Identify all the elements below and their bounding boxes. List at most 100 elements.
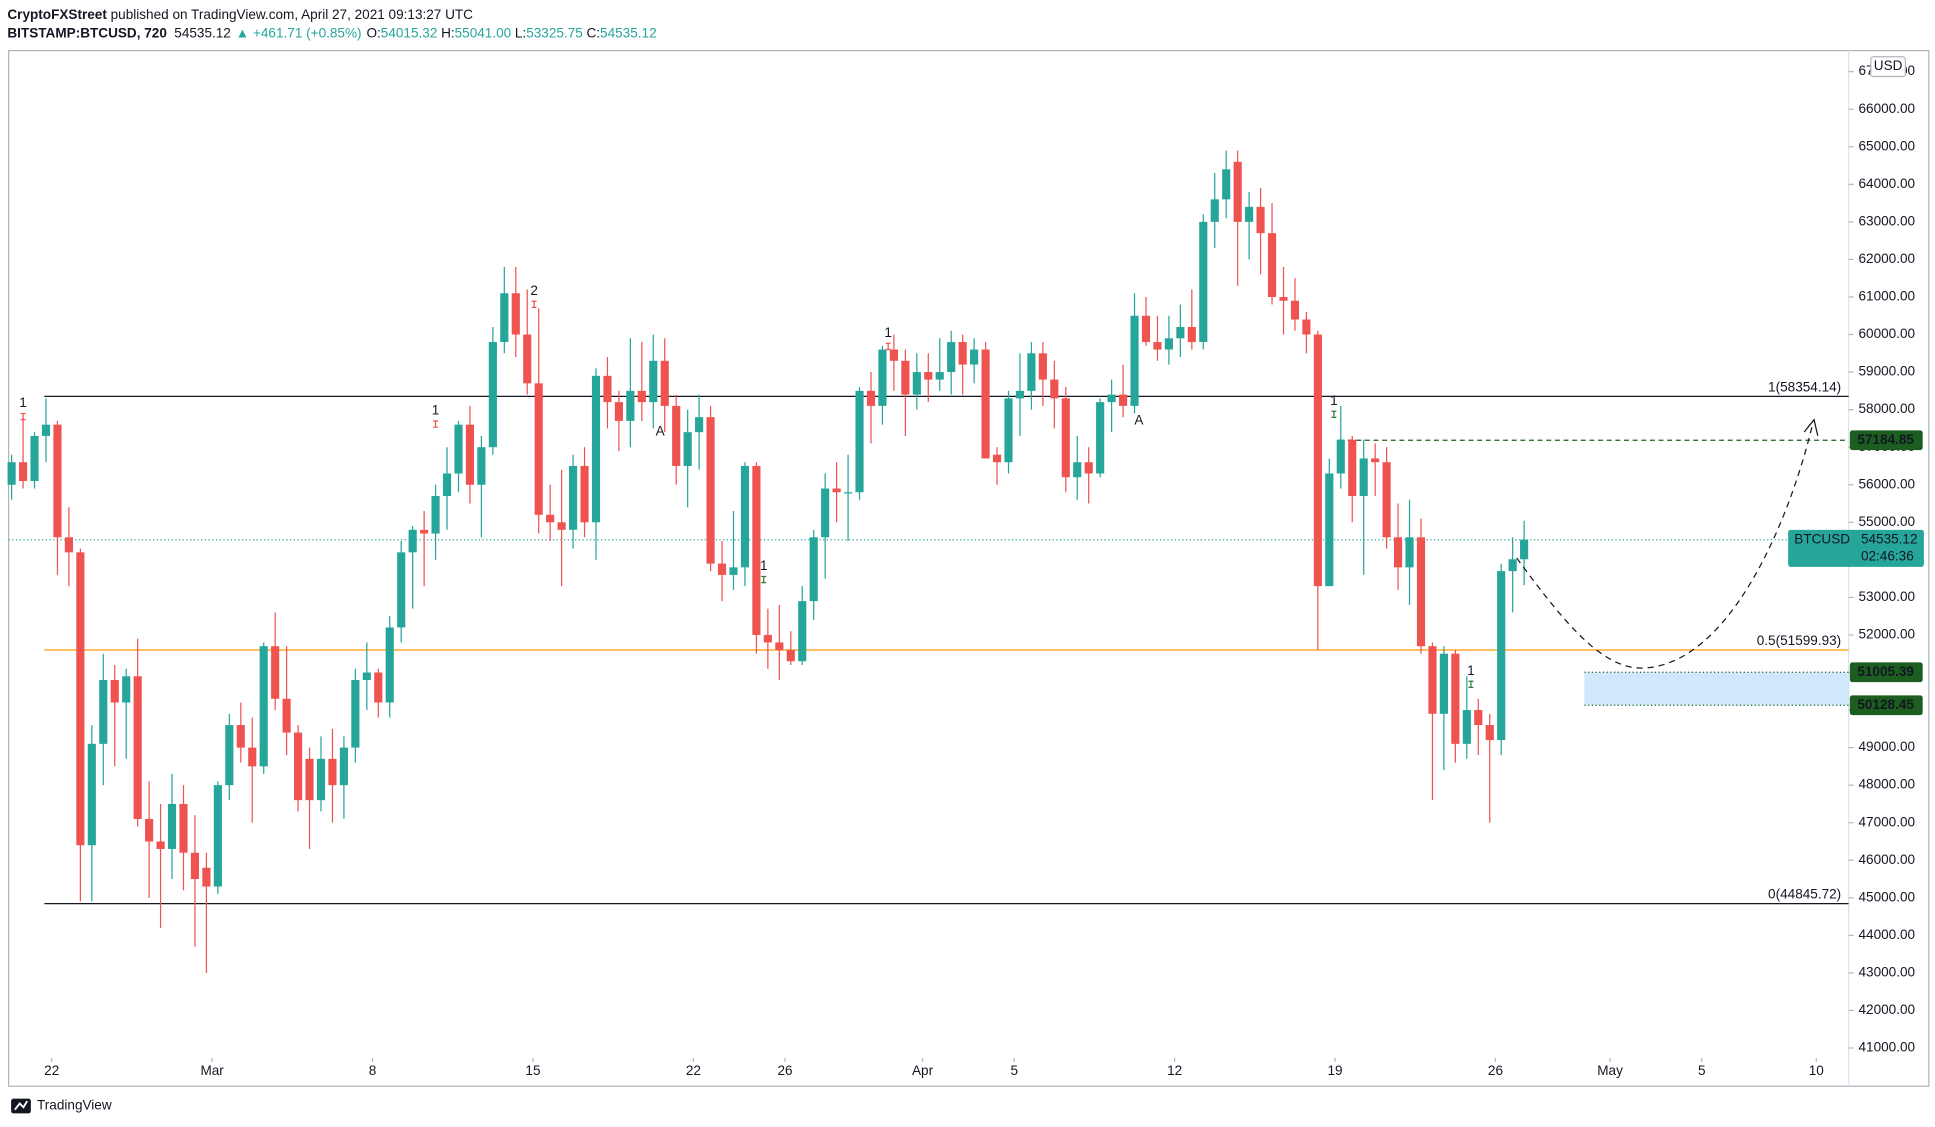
ohlc-value: 55041.00 — [455, 25, 512, 40]
candle-body — [282, 698, 291, 733]
y-tick-label: 59000.00 — [1858, 364, 1915, 379]
price-badge-label: 51005.39 — [1857, 664, 1914, 679]
candle-body — [1382, 462, 1391, 538]
candle-body — [1371, 458, 1380, 463]
candle-body — [603, 375, 612, 403]
candle-body — [179, 803, 188, 853]
candle-body — [19, 462, 28, 481]
plot-layer: 41000.00 42000.00 43000.00 44000.00 45000.00… — [7, 63, 1924, 1078]
candle-body — [1245, 206, 1254, 222]
candle-body — [328, 758, 337, 786]
annotation-marker — [1468, 680, 1474, 689]
candle-body — [614, 402, 623, 421]
candle-body — [821, 488, 830, 538]
price-badge-label: 50128.45 — [1857, 697, 1914, 712]
candle-body — [385, 627, 394, 703]
candle-body — [591, 375, 601, 523]
y-tick-label: 62000.00 — [1858, 251, 1915, 266]
change: ▲ +461.71 (+0.85%) — [236, 25, 362, 40]
candle-body — [637, 390, 646, 403]
author: CryptoFXStreet — [7, 6, 107, 21]
candle-body — [1050, 379, 1059, 399]
fib-label: 0.5(51599.93) — [1757, 633, 1841, 648]
x-tick-label: 5 — [1698, 1063, 1706, 1078]
candle-body — [912, 372, 921, 395]
ohlc-value: 54535.12 — [600, 25, 657, 40]
price-badge — [1849, 695, 1923, 716]
header-line-1: CryptoFXStreet published on TradingView.… — [7, 6, 473, 21]
y-tick-label: 55000.00 — [1858, 514, 1915, 529]
candle-body — [580, 465, 589, 523]
candle-body — [740, 465, 750, 568]
candle-body — [626, 390, 635, 421]
x-tick-label: 12 — [1167, 1063, 1182, 1078]
annotation-marker — [761, 575, 767, 584]
footer-text: TradingView — [37, 1098, 112, 1113]
candle-body — [1004, 398, 1013, 463]
x-tick-label: 22 — [686, 1063, 701, 1078]
y-tick-label: 60000.00 — [1858, 326, 1915, 341]
candle-body — [41, 424, 51, 436]
y-tick-label: 52000.00 — [1858, 627, 1915, 642]
y-tick-label: 42000.00 — [1858, 1002, 1915, 1017]
current-value: 54535.12 — [1861, 531, 1918, 546]
candle-body — [889, 349, 898, 361]
annotation: 1 — [760, 558, 768, 573]
x-tick-label: 15 — [525, 1063, 540, 1078]
candle-body — [1416, 537, 1426, 647]
candle-body — [1210, 199, 1219, 222]
y-tick-label: 56000.00 — [1858, 476, 1915, 491]
currency-badge — [1870, 56, 1906, 78]
candle-body — [362, 672, 371, 681]
candle-body — [1439, 653, 1448, 714]
candle-body — [683, 432, 692, 466]
candle-body — [7, 462, 16, 485]
chart-frame — [8, 49, 1930, 1087]
candle-body — [992, 454, 1002, 463]
candle-body — [832, 488, 841, 493]
candle-body — [798, 601, 807, 662]
current-name: BTCUSD — [1794, 531, 1850, 546]
candle-body — [1061, 398, 1070, 478]
current-badge — [1788, 529, 1924, 567]
candle-body — [844, 492, 853, 494]
candle-body — [1187, 327, 1196, 343]
candle-body — [523, 334, 532, 384]
x-tick-label: 8 — [369, 1063, 377, 1078]
candle-body — [1199, 221, 1208, 343]
candle-body — [259, 646, 268, 767]
annotation: 1 — [1467, 663, 1475, 678]
candle-body — [1038, 353, 1047, 380]
annotation-marker — [885, 342, 891, 351]
annotation: 1 — [884, 325, 892, 340]
candle-body — [1176, 327, 1185, 339]
candle-body — [1313, 334, 1322, 587]
y-tick-label: 41000.00 — [1858, 1040, 1915, 1055]
candle-body — [99, 680, 108, 744]
candle-body — [511, 293, 520, 335]
annotation: 1 — [19, 395, 27, 410]
ohlc-label: L: — [515, 25, 526, 40]
target-zone — [1584, 672, 1849, 706]
candle-body — [1256, 206, 1265, 234]
annotation-marker — [1331, 410, 1337, 419]
candle-body — [775, 642, 784, 650]
candle-body — [569, 465, 578, 530]
candle-body — [1359, 458, 1368, 497]
candle-body — [935, 372, 944, 380]
symbol: BITSTAMP:BTCUSD, 720 — [7, 25, 166, 40]
candle-body — [1027, 353, 1036, 391]
candle-body — [866, 390, 876, 406]
candle-body — [1084, 462, 1093, 474]
candle-body — [133, 676, 142, 819]
annotation: 1 — [1330, 393, 1338, 408]
candle-body — [763, 634, 772, 643]
candle-body — [1015, 390, 1025, 399]
candle-body — [408, 529, 417, 553]
y-tick-label: 44000.00 — [1858, 927, 1915, 942]
y-tick-label: 61000.00 — [1858, 289, 1915, 304]
ohlc-label: C: — [587, 25, 601, 40]
ohlc-value: 53325.75 — [526, 25, 583, 40]
y-tick-label: 58000.00 — [1858, 401, 1915, 416]
candle-body — [454, 424, 463, 474]
